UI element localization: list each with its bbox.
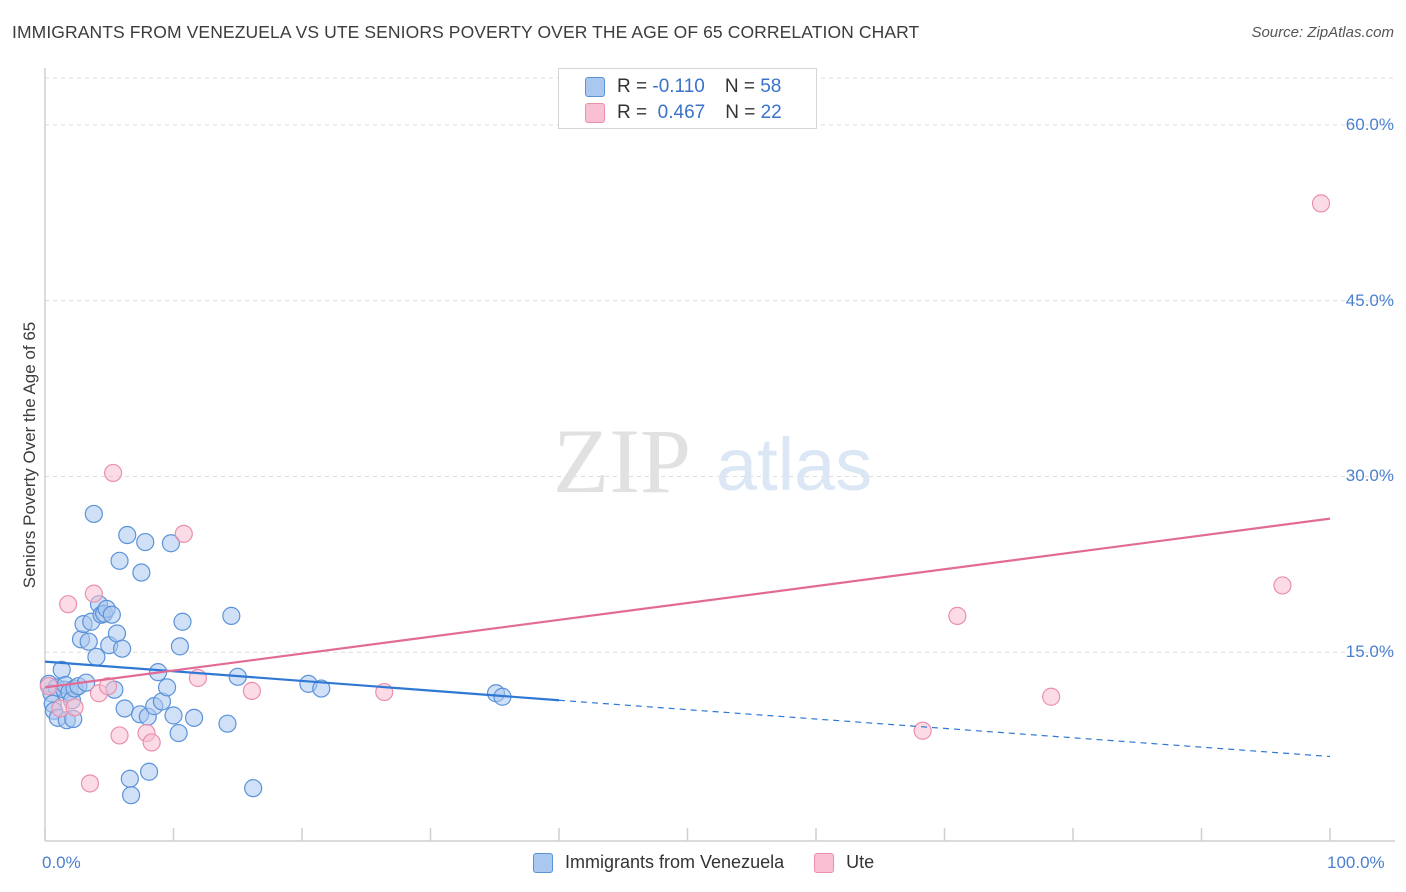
point-venezuela [244,779,263,798]
point-venezuela [169,723,188,743]
legend-r-label: R = [617,76,653,97]
x-tick-max: 100.0% [1327,853,1385,872]
chart-title: IMMIGRANTS FROM VENEZUELA VS UTE SENIORS… [12,22,920,42]
point-ute [242,681,261,700]
point-venezuela [102,605,121,624]
trend-line-venezuela [44,660,560,702]
data-points [39,194,1331,805]
trend-line-venezuela-extension [558,699,1331,758]
point-ute [1042,687,1061,706]
trend-line-ute [44,517,1331,689]
source-label: Source: ZipAtlas.com [1251,24,1394,41]
y-tick-label: 60.0% [1345,114,1394,134]
axes [44,68,1395,842]
legend-swatch-blue [533,852,553,873]
point-venezuela [312,679,331,698]
x-tick-min: 0.0% [42,853,81,872]
point-ute [948,606,967,625]
point-venezuela [121,786,141,805]
point-ute [1311,194,1331,213]
watermark-atlas: atlas [716,423,872,506]
point-venezuela [157,678,177,697]
y-tick-label: 45.0% [1345,290,1394,310]
point-venezuela [132,563,151,582]
legend-row-venezuela: R = -0.110 N = 58 [585,74,781,100]
point-ute [80,774,100,793]
point-venezuela [118,525,137,545]
watermark-zip: ZIP [553,410,691,512]
point-ute [110,726,129,745]
point-venezuela [115,699,134,718]
point-ute [174,524,193,543]
point-ute [98,677,118,696]
legend-label-ute: Ute [846,852,875,872]
legend-r-value: 0.467 [652,102,706,123]
point-venezuela [184,708,204,727]
point-venezuela [136,532,155,552]
trend-lines [44,517,1331,758]
legend-item-venezuela[interactable]: Immigrants from Venezuela [533,852,784,873]
legend-n-label: N = [725,102,761,123]
point-ute [59,595,78,614]
legend-n-value: 58 [760,76,782,97]
correlation-legend: R = -0.110 N = 58 R = 0.467 N = 22 [558,68,817,129]
y-tick-label: 30.0% [1345,466,1394,486]
point-venezuela [79,632,98,651]
legend-n-value: 22 [760,102,782,123]
point-venezuela [218,714,237,733]
legend-item-ute[interactable]: Ute [814,852,874,873]
point-venezuela [112,639,132,658]
point-ute [1273,576,1292,595]
point-venezuela [107,624,127,643]
legend-swatch-blue [585,77,605,97]
point-ute [142,733,161,752]
point-ute [84,584,103,603]
point-venezuela [110,551,129,570]
point-ute [65,698,84,717]
legend-swatch-pink [585,103,605,123]
point-venezuela [120,769,139,788]
legend-label-venezuela: Immigrants from Venezuela [565,852,785,872]
legend-row-ute: R = 0.467 N = 22 [585,100,782,126]
gridlines [45,77,1395,653]
point-venezuela [173,612,192,631]
point-venezuela [222,606,241,625]
point-venezuela [164,706,183,725]
series-legend: Immigrants from Venezuela Ute [533,852,904,873]
point-ute [104,463,123,483]
point-ute [913,721,932,740]
legend-r-label: R = [617,102,653,123]
y-tick-label: 15.0% [1345,642,1394,662]
point-venezuela [139,762,159,781]
legend-swatch-pink [814,852,835,873]
point-venezuela [161,534,181,553]
legend-n-label: N = [724,76,761,97]
point-venezuela [84,504,103,524]
point-venezuela [170,637,190,656]
legend-r-value: -0.110 [652,76,705,97]
